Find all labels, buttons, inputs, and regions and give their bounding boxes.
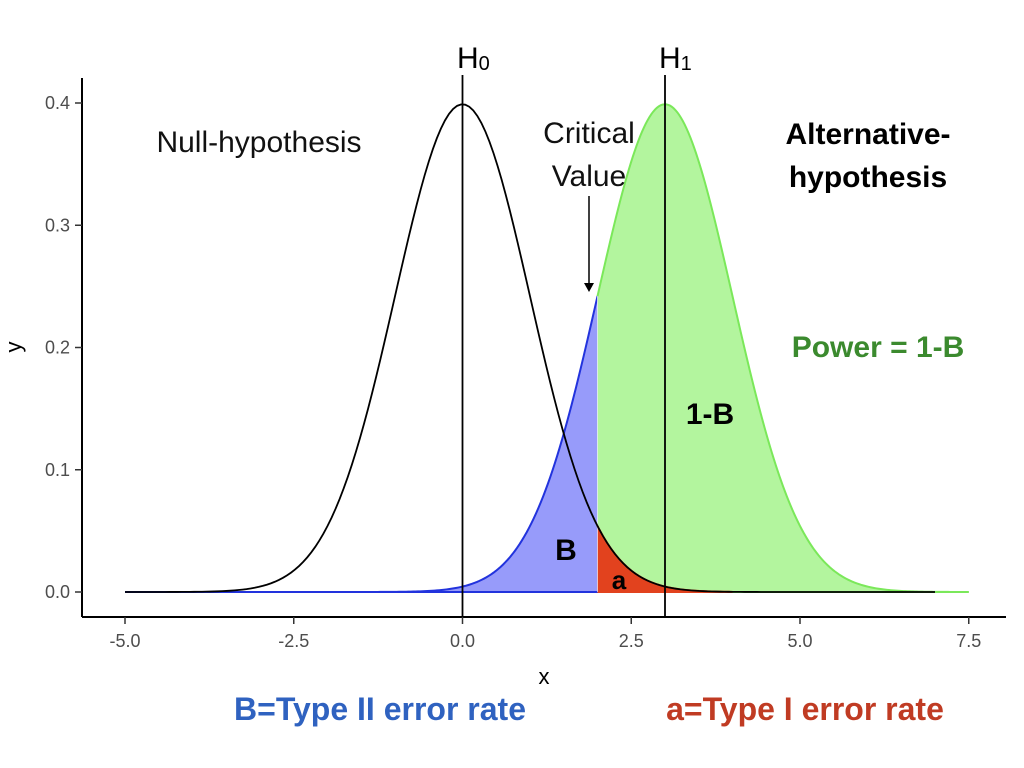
y-tick-label: 0.3 bbox=[45, 215, 70, 235]
y-tick-label: 0.2 bbox=[45, 338, 70, 358]
x-tick-label: 0.0 bbox=[450, 631, 475, 651]
alternative-hypothesis-label-line2: hypothesis bbox=[789, 161, 947, 194]
x-tick-label: -2.5 bbox=[278, 631, 309, 651]
alternative-hypothesis-label-line1: Alternative- bbox=[785, 118, 950, 151]
hypothesis-lines bbox=[461, 75, 666, 617]
one-minus-b-label: 1-B bbox=[686, 398, 734, 431]
x-tick-label: 5.0 bbox=[787, 631, 812, 651]
critical-value-label-line1: Critical bbox=[543, 117, 635, 150]
y-tick-label: 0.0 bbox=[45, 582, 70, 602]
h0-subscript: 0 bbox=[479, 53, 490, 75]
h1-label: H1 bbox=[659, 42, 692, 75]
null-hypothesis-label: Null-hypothesis bbox=[156, 126, 361, 159]
y-axis-title: y bbox=[1, 342, 26, 353]
y-tick-label: 0.1 bbox=[45, 460, 70, 480]
region-type1-a bbox=[597, 526, 733, 592]
power-label: Power = 1-B bbox=[792, 331, 965, 364]
h1-subscript: 1 bbox=[681, 53, 692, 75]
b-region-label: B bbox=[555, 534, 577, 567]
y-tick-label: 0.4 bbox=[45, 93, 70, 113]
critical-value-label-line2: Value bbox=[552, 160, 627, 193]
region-power-1-b bbox=[597, 104, 969, 592]
null-density-curve bbox=[125, 103, 935, 593]
critical-value-arrow-head bbox=[584, 283, 594, 292]
x-tick-label: -5.0 bbox=[109, 631, 140, 651]
x-tick-label: 7.5 bbox=[956, 631, 981, 651]
ticks: -5.0 -2.5 0.0 2.5 5.0 7.5 0.0 0.1 0.2 0.3 0.4 bbox=[45, 93, 981, 651]
region-type2-b bbox=[125, 296, 598, 592]
h0-label: H0 bbox=[457, 42, 490, 75]
density-curves bbox=[125, 103, 935, 593]
x-axis-title: x bbox=[539, 664, 550, 689]
a-region-label: a bbox=[612, 565, 627, 595]
type2-error-caption: B=Type II error rate bbox=[234, 691, 526, 727]
x-tick-label: 2.5 bbox=[619, 631, 644, 651]
type1-error-caption: a=Type I error rate bbox=[666, 691, 944, 727]
